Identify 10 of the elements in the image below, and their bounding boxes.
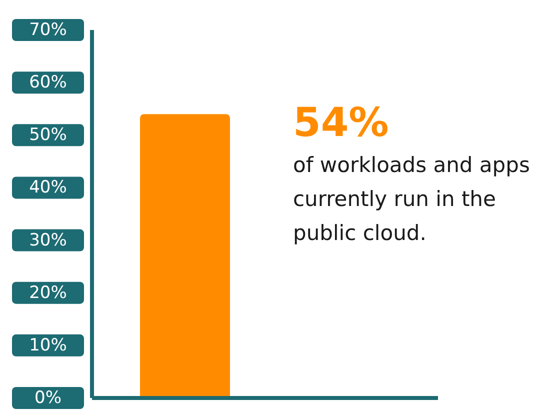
y-tick-label: 0%: [34, 388, 62, 408]
annotation: of workloads and apps currently run in the public cloud.: [293, 152, 531, 247]
y-tick-label: 50%: [29, 125, 67, 146]
y-tick-label: 70%: [29, 20, 67, 40]
y-tick-label: 60%: [29, 72, 67, 93]
y-tick-label: 10%: [29, 335, 67, 356]
y-tick-label: 40%: [29, 178, 67, 198]
y-tick-label: 20%: [29, 282, 67, 303]
annotation: 54%: [293, 99, 390, 148]
y-tick-label: 30%: [29, 230, 67, 250]
